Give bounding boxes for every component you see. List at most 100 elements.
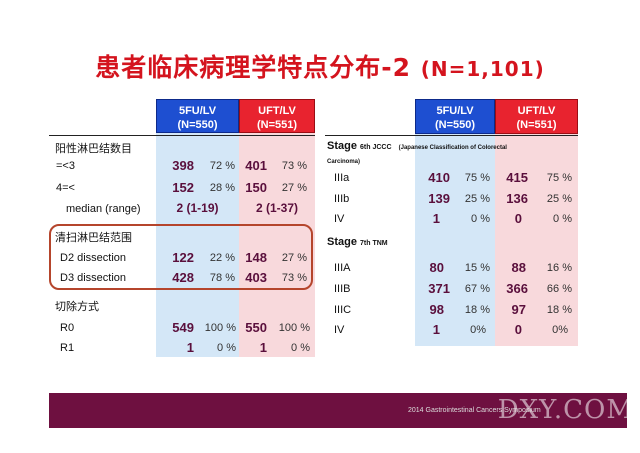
resection-row-label: R0	[60, 322, 75, 334]
dissection-row-uft-pct: 27 %	[281, 252, 307, 264]
right-table-top-rule	[325, 135, 578, 136]
stage7-row-label: IV	[334, 324, 345, 336]
stage6-note2: Carcinoma)	[327, 159, 361, 165]
dissection-row-uft-pct: 73 %	[281, 272, 307, 284]
stage7-row-label: IIIC	[334, 304, 352, 316]
lymph-row-5fu-count: 152	[172, 180, 194, 195]
left-header-5fu-line2: (N=550)	[177, 119, 218, 131]
stage7-word: Stage	[327, 236, 357, 248]
title-n: (N=1,101)	[420, 57, 545, 81]
stage6-row-5fu-pct: 25 %	[464, 193, 490, 205]
stage7-row-uft-pct: 66 %	[546, 283, 572, 295]
stage6-row-5fu-count: 1	[432, 211, 440, 226]
resection-row-uft-count: 1	[259, 340, 267, 355]
left-blue-column	[156, 133, 239, 357]
right-header-5fu-line2: (N=550)	[434, 119, 476, 131]
dissection-row-5fu-pct: 22 %	[209, 252, 235, 264]
median-label: median (range)	[66, 203, 141, 215]
stage7-edition: 7th TNM	[360, 240, 388, 247]
right-pink-column	[495, 134, 578, 346]
right-header-uft-line1: UFT/LV	[517, 105, 556, 117]
stage7-heading: Stage 7th TNM	[327, 236, 388, 248]
resection-row-uft-pct: 0 %	[291, 342, 310, 354]
left-header-uft: UFT/LV (N=551)	[239, 99, 315, 133]
stage7-row-uft-pct: 0%	[552, 324, 568, 336]
dissection-row-5fu-pct: 78 %	[209, 272, 235, 284]
resection-row-label: R1	[60, 342, 75, 354]
stage6-row-5fu-pct: 75 %	[464, 172, 490, 184]
stage6-row-uft-pct: 0 %	[553, 213, 572, 225]
stage7-row-uft-count: 0	[514, 322, 522, 337]
stage6-row-uft-count: 415	[506, 170, 528, 185]
stage7-row-5fu-pct: 0%	[470, 324, 486, 336]
resection-row-5fu-pct: 0 %	[217, 342, 236, 354]
stage6-row-label: IV	[334, 213, 345, 225]
watermark: DXY.COM	[497, 395, 634, 425]
lymph-section-title: 阳性淋巴结数目	[55, 142, 132, 155]
stage6-edition: 6th JCCC	[360, 144, 392, 151]
left-header-uft-line1: UFT/LV	[258, 105, 296, 117]
right-header-5fu: 5FU/LV (N=550)	[415, 99, 495, 134]
resection-row-5fu-count: 1	[186, 340, 194, 355]
right-header-5fu-line1: 5FU/LV	[436, 105, 474, 117]
resection-row-uft-pct: 100 %	[278, 322, 310, 334]
stage6-note-line2: Carcinoma)	[327, 154, 360, 166]
resection-row-5fu-pct: 100 %	[204, 322, 236, 334]
dissection-row-5fu-count: 122	[172, 250, 194, 265]
lymph-row-uft-pct: 73 %	[281, 160, 307, 172]
stage6-row-uft-pct: 75 %	[546, 172, 572, 184]
dissection-row-label: D3 dissection	[60, 272, 127, 284]
lymph-row-5fu-count: 398	[172, 158, 194, 173]
left-header-5fu: 5FU/LV (N=550)	[156, 99, 239, 133]
lymph-row-5fu-pct: 72 %	[209, 160, 235, 172]
stage7-row-uft-count: 88	[511, 260, 526, 275]
right-header-uft-line2: (N=551)	[516, 119, 557, 131]
stage6-row-5fu-count: 410	[428, 170, 450, 185]
stage7-row-uft-count: 366	[506, 281, 528, 296]
lymph-row-uft-count: 401	[245, 158, 267, 173]
dissection-row-5fu-count: 428	[172, 270, 194, 285]
median-5fu-value: 2 (1-19)	[176, 201, 219, 215]
page-title: 患者临床病理学特点分布-2 (N=1,101)	[0, 48, 640, 84]
title-suffix: -2	[381, 53, 412, 82]
stage6-note: (Japanese Classification of Colorectal	[398, 145, 507, 151]
stage7-row-label: IIIA	[334, 262, 351, 274]
stage6-row-label: IIIa	[334, 172, 350, 184]
footer-bar	[49, 393, 627, 428]
stage6-row-5fu-pct: 0 %	[471, 213, 490, 225]
right-blue-column	[415, 134, 495, 346]
stage7-row-5fu-pct: 67 %	[464, 283, 490, 295]
left-table-top-rule	[49, 135, 315, 136]
stage7-row-uft-pct: 18 %	[546, 304, 572, 316]
title-main: 患者临床病理学特点分布	[95, 53, 382, 82]
resection-row-5fu-count: 549	[172, 320, 194, 335]
stage6-row-uft-count: 136	[506, 191, 528, 206]
footer-brand: 2014 Gastrointestinal Cancers Symposium	[408, 407, 541, 414]
stage6-row-uft-count: 0	[514, 211, 522, 226]
resection-row-uft-count: 550	[245, 320, 267, 335]
stage7-row-uft-pct: 16 %	[546, 262, 572, 274]
lymph-row-label: 4=<	[56, 182, 75, 194]
stage6-row-uft-pct: 25 %	[546, 193, 572, 205]
stage7-row-5fu-pct: 18 %	[464, 304, 490, 316]
dissection-row-label: D2 dissection	[60, 252, 127, 264]
stage7-row-label: IIIB	[334, 283, 351, 295]
right-header-uft: UFT/LV (N=551)	[495, 99, 578, 134]
stage7-row-5fu-count: 1	[432, 322, 440, 337]
resection-section-title: 切除方式	[55, 300, 99, 313]
stage7-row-5fu-count: 371	[428, 281, 450, 296]
left-pink-column	[239, 133, 315, 357]
stage6-word: Stage	[327, 140, 357, 152]
lymph-row-5fu-pct: 28 %	[209, 182, 235, 194]
stage7-row-5fu-count: 98	[429, 302, 444, 317]
dissection-section-title: 清扫淋巴结范围	[55, 231, 132, 244]
lymph-row-label: =<3	[56, 160, 75, 172]
stage6-row-label: IIIb	[334, 193, 350, 205]
dissection-highlight-box	[49, 224, 313, 290]
dissection-row-uft-count: 148	[245, 250, 267, 265]
stage7-row-5fu-pct: 15 %	[464, 262, 490, 274]
stage6-heading: Stage 6th JCCC (Japanese Classification …	[327, 140, 507, 152]
stage7-row-uft-count: 97	[511, 302, 526, 317]
lymph-row-uft-pct: 27 %	[281, 182, 307, 194]
dissection-row-uft-count: 403	[245, 270, 267, 285]
